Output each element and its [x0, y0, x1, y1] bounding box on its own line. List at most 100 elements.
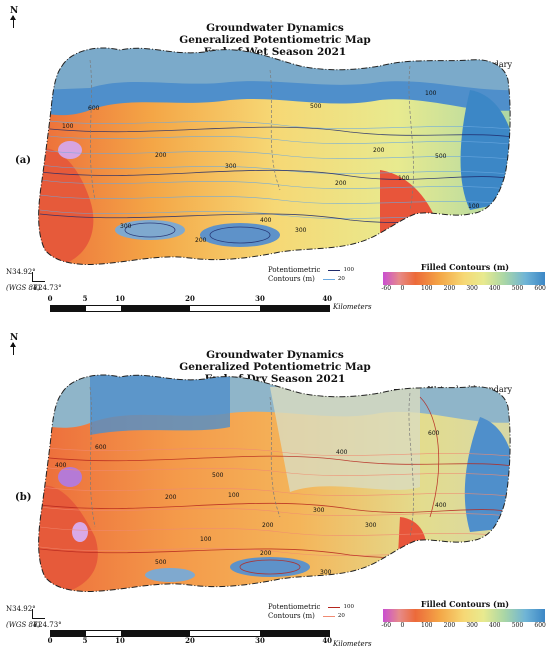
- scale-ticks-b: 0 5 10 20 30 40: [47, 636, 333, 646]
- major-value-b: 100: [343, 604, 354, 610]
- tick-b-5: 400: [489, 622, 501, 629]
- scale-tick-b-1: 5: [82, 636, 88, 645]
- coordinate-marker-b: [32, 609, 45, 619]
- longitude-label-b: E24.73°: [33, 621, 62, 629]
- minor-value: 20: [337, 276, 345, 282]
- datum-label-b: (WGS 84): [6, 621, 41, 629]
- scale-tick-a-5: 40: [322, 294, 333, 303]
- tick-a-2: 100: [421, 285, 433, 292]
- map-b: 600 400 200 500 100 400 300 300 200 500 …: [38, 374, 511, 592]
- scale-tick-b-0: 0: [47, 636, 53, 645]
- map-b-fill: [38, 374, 511, 592]
- line-legend-title-2: Contours (m): [268, 275, 315, 283]
- colorbar-b: [383, 609, 545, 622]
- contour-label-b-10: 500: [155, 559, 167, 566]
- tick-b-0: -60: [381, 622, 392, 629]
- tick-b-3: 200: [443, 622, 456, 629]
- scale-tick-a-1: 5: [82, 294, 88, 303]
- contour-label-a-14: 300: [295, 227, 307, 234]
- contour-label-a-4: 500: [310, 103, 322, 110]
- contour-label-b-13: 300: [320, 569, 332, 576]
- minor-value-b: 20: [337, 613, 345, 619]
- tick-b-4: 300: [466, 622, 478, 629]
- latitude-label: N34.92°: [6, 268, 36, 276]
- scale-tick-b-2: 10: [115, 636, 125, 645]
- scale-bar-b: [50, 630, 330, 637]
- tick-a-4: 300: [466, 285, 478, 292]
- panel-b-label: (b): [15, 492, 32, 503]
- scale-ticks-a: 0 5 10 20 30 40: [47, 294, 333, 304]
- colorbar-ticks-b: -60 0 100 200 300 400 500 600: [381, 622, 546, 632]
- scale-unit-a: Kilometers: [333, 303, 372, 311]
- scale-tick-b-5: 40: [322, 636, 333, 645]
- scale-tick-a-4: 30: [255, 294, 265, 303]
- filled-legend-title: Filled Contours (m): [420, 262, 510, 272]
- tick-a-5: 400: [489, 285, 501, 292]
- contour-label-a-11: 100: [468, 203, 480, 210]
- contour-label-b-2: 400: [55, 462, 67, 469]
- contour-label-b-15: 400: [435, 502, 447, 509]
- contour-line-legend-b: Potentiometric 100 Contours (m) 20: [268, 603, 354, 621]
- contour-line-legend: Potentiometric 100 Contours (m) 20: [268, 266, 354, 284]
- tick-b-1: 0: [400, 622, 405, 629]
- contour-label-a-10: 500: [435, 153, 447, 160]
- tick-b-6: 500: [511, 622, 524, 629]
- contour-label-b-1: 600: [95, 444, 107, 451]
- contour-label-b-12: 200: [260, 550, 272, 557]
- tick-b-2: 100: [421, 622, 433, 629]
- title-line-1: Groundwater Dynamics: [206, 22, 344, 34]
- north-arrow-icon: N: [8, 333, 20, 357]
- title-b-line-2: Generalized Potentiometric Map: [179, 361, 371, 373]
- major-value: 100: [343, 267, 354, 273]
- tick-a-1: 0: [400, 285, 405, 292]
- title-line-2: Generalized Potentiometric Map: [179, 34, 371, 46]
- title-b-line-1: Groundwater Dynamics: [206, 349, 344, 361]
- coordinate-marker: [32, 272, 45, 282]
- north-label: N: [10, 333, 19, 343]
- longitude-label: E24.73°: [33, 284, 62, 292]
- scale-unit-b: Kilometers: [333, 640, 372, 648]
- line-legend-b-title-2: Contours (m): [268, 612, 315, 620]
- contour-label-b-9: 200: [262, 522, 274, 529]
- scale-tick-a-2: 10: [115, 294, 125, 303]
- north-label: N: [10, 6, 19, 16]
- map-title-b: Groundwater Dynamics Generalized Potenti…: [160, 349, 390, 385]
- watershed-boundary-b: [38, 374, 511, 592]
- north-arrow-icon: N: [8, 6, 20, 30]
- contour-label-b-8: 300: [365, 522, 377, 529]
- contour-label-a-15: 200: [195, 237, 207, 244]
- contour-label-b-6: 400: [336, 449, 348, 456]
- latitude-label-b: N34.92°: [6, 605, 36, 613]
- tick-b-7: 600: [534, 622, 546, 629]
- contour-label-b-3: 200: [165, 494, 177, 501]
- contour-label-b-14: 600: [428, 430, 440, 437]
- datum-label: (WGS 84): [6, 284, 41, 292]
- scale-tick-a-0: 0: [47, 294, 53, 303]
- colorbar-ticks-a: -60 0 100 200 300 400 500 600: [381, 285, 546, 295]
- contour-label-a-12: 100: [425, 90, 437, 97]
- contour-label-b-11: 100: [200, 536, 212, 543]
- contour-label-b-5: 100: [228, 492, 240, 499]
- contour-label-a-1: 600: [88, 105, 100, 112]
- tick-a-0: -60: [381, 285, 392, 292]
- tick-a-6: 500: [511, 285, 524, 292]
- scale-tick-b-3: 20: [185, 636, 195, 645]
- colorbar-a: [383, 272, 545, 285]
- minor-line-swatch: [322, 279, 335, 280]
- contour-label-a-3: 200: [155, 152, 167, 159]
- contour-label-a-5: 300: [225, 163, 237, 170]
- map-a-fill: [38, 47, 511, 265]
- panel-b: N Groundwater Dynamics Generalized Poten…: [0, 327, 550, 653]
- contour-label-a-2: 100: [62, 123, 74, 130]
- tick-a-3: 200: [443, 285, 456, 292]
- major-line-swatch: [328, 270, 341, 271]
- contour-label-a-13: 200: [335, 180, 347, 187]
- map-a: 600 100 200 500 300 200 100 300 400 500 …: [38, 47, 511, 265]
- tick-a-7: 600: [534, 285, 546, 292]
- contour-label-b-7: 300: [313, 507, 325, 514]
- scale-tick-a-3: 20: [185, 294, 195, 303]
- panel-a-label: (a): [15, 155, 31, 166]
- scale-bar-a: [50, 305, 330, 312]
- major-line-swatch-b: [328, 607, 341, 608]
- filled-legend-title-b: Filled Contours (m): [420, 599, 510, 609]
